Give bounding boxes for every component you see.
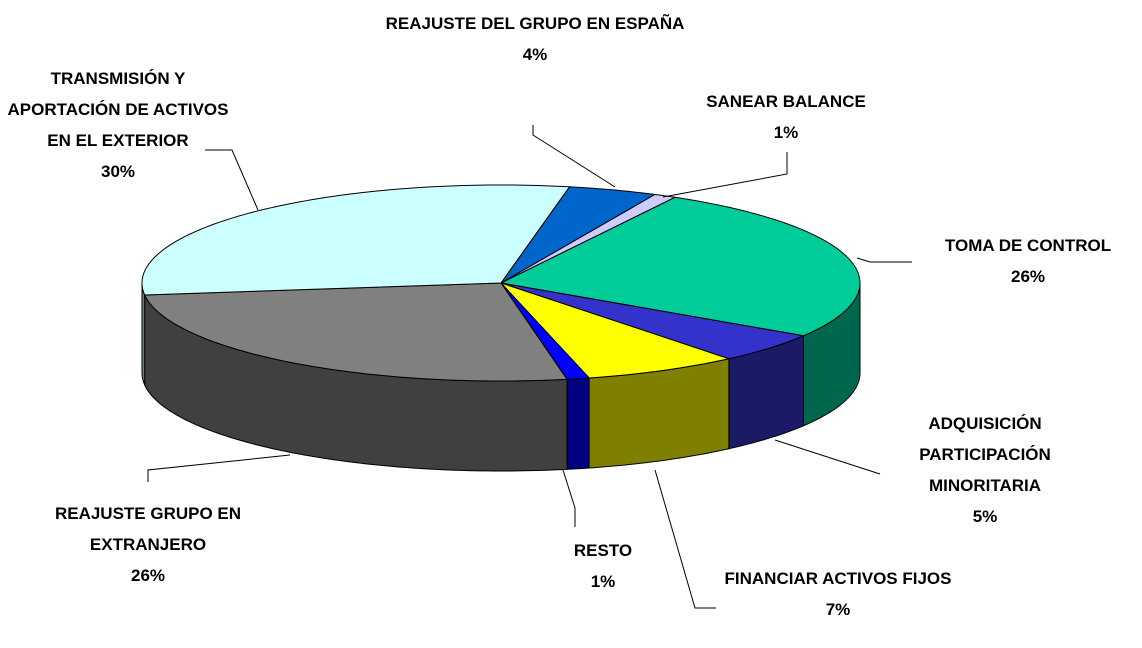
slice-value: 1% xyxy=(773,123,799,142)
pie-slice xyxy=(143,282,568,382)
pie-slice xyxy=(500,282,731,379)
pie-slice xyxy=(500,282,806,360)
pie-slice xyxy=(499,196,861,337)
leader-line xyxy=(654,469,716,609)
slice-label: RESTO 1% xyxy=(543,535,663,597)
slice-name: REAJUSTE DEL GRUPO EN ESPAÑA xyxy=(385,14,685,33)
slice-label: TOMA DE CONTROL 26% xyxy=(908,230,1142,292)
slice-name: TOMA DE CONTROL xyxy=(944,236,1112,255)
slice-label: FINANCIAR ACTIVOS FIJOS 7% xyxy=(708,563,968,625)
leader-line xyxy=(205,149,259,211)
leader-line xyxy=(662,152,788,198)
pie-slice xyxy=(141,184,571,296)
leader-line xyxy=(562,469,576,527)
slice-value: 1% xyxy=(590,572,616,591)
slice-value: 7% xyxy=(825,600,851,619)
pie-slice xyxy=(500,186,657,284)
slice-name: TRANSMISIÓN Y APORTACIÓN DE ACTIVOS EN E… xyxy=(7,69,229,150)
slice-label: REAJUSTE GRUPO EN EXTRANJERO 26% xyxy=(0,498,298,591)
slice-name: SANEAR BALANCE xyxy=(706,92,866,111)
leader-line xyxy=(774,439,881,475)
slice-value: 5% xyxy=(972,507,998,526)
slice-label: REAJUSTE DEL GRUPO EN ESPAÑA 4% xyxy=(385,8,685,70)
slice-name: ADQUISICIÓN PARTICIPACIÓN MINORITARIA xyxy=(919,414,1051,495)
slice-value: 26% xyxy=(1010,267,1046,286)
leader-line xyxy=(147,454,291,482)
slice-name: REAJUSTE GRUPO EN EXTRANJERO xyxy=(54,504,242,554)
slice-name: FINANCIAR ACTIVOS FIJOS xyxy=(724,569,952,588)
pie-side xyxy=(141,282,146,386)
slice-label: SANEAR BALANCE 1% xyxy=(666,86,906,148)
slice-name: RESTO xyxy=(573,541,633,560)
pie-side xyxy=(566,377,590,470)
slice-label: ADQUISICIÓN PARTICIPACIÓN MINORITARIA 5% xyxy=(875,408,1095,532)
slice-value: 30% xyxy=(100,162,136,181)
slice-label: TRANSMISIÓN Y APORTACIÓN DE ACTIVOS EN E… xyxy=(3,63,233,187)
leader-line xyxy=(856,257,912,263)
leader-line xyxy=(532,125,616,188)
slice-value: 26% xyxy=(130,566,166,585)
slice-value: 4% xyxy=(522,45,548,64)
